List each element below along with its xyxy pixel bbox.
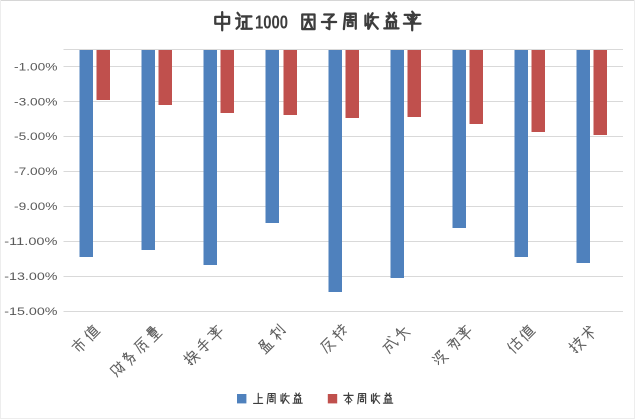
svg-text:-13.00%: -13.00% [4,271,58,283]
svg-text:-5.00%: -5.00% [14,131,58,143]
svg-text:-9.00%: -9.00% [14,201,58,213]
svg-text:-1.00%: -1.00% [14,62,58,74]
svg-text:-3.00%: -3.00% [14,96,58,108]
svg-text:-7.00%: -7.00% [14,166,58,178]
svg-text:-11.00%: -11.00% [4,236,58,248]
svg-text:-15.00%: -15.00% [4,306,58,318]
svg-text:1000: 1000 [255,12,288,32]
